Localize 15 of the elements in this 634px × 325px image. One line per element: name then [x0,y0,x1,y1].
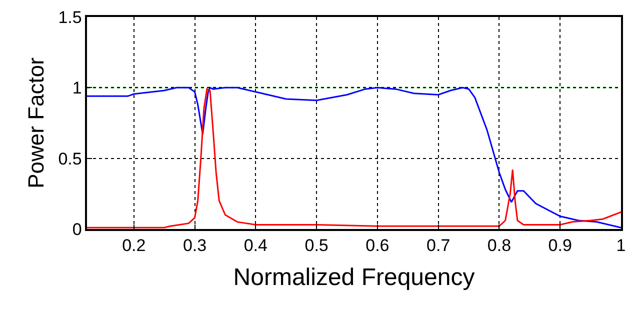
x-tick-label: 0.7 [426,236,450,256]
x-tick-label: 0.8 [487,236,512,256]
x-tick-label: 0.3 [182,236,207,256]
x-tick-label: 0.9 [548,236,572,256]
y-tick-label: 1.5 [58,8,82,27]
x-axis-title: Normalized Frequency [233,264,475,291]
y-tick-label: 0.5 [58,149,82,168]
y-tick-label: 1 [72,78,82,98]
x-tick-label: 0.2 [122,236,146,256]
x-tick-label: 0.6 [366,236,390,256]
x-tick-label: 0.5 [304,236,328,256]
x-tick-label: 0.4 [244,236,268,256]
y-tick-label: 0 [72,220,82,239]
x-tick-label: 1 [616,236,626,256]
y-axis-title: Power Factor [24,58,49,188]
